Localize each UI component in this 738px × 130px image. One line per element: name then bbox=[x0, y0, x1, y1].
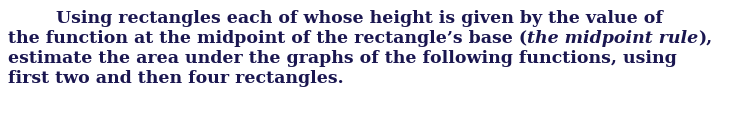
Text: Using rectangles each of whose height is given by the value of: Using rectangles each of whose height is… bbox=[8, 10, 663, 27]
Text: the function at the midpoint of the rectangle’s base (: the function at the midpoint of the rect… bbox=[8, 30, 527, 47]
Text: estimate the area under the graphs of the following functions, using: estimate the area under the graphs of th… bbox=[8, 50, 677, 67]
Text: ),: ), bbox=[698, 30, 712, 47]
Text: first two and then four rectangles.: first two and then four rectangles. bbox=[8, 70, 344, 87]
Text: the midpoint rule: the midpoint rule bbox=[527, 30, 698, 47]
